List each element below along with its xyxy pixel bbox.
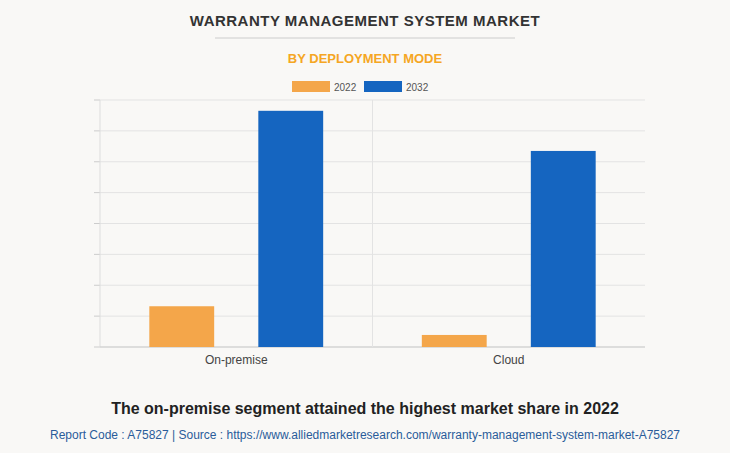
y-tick	[94, 347, 100, 348]
y-tick	[94, 223, 100, 224]
title: WARRANTY MANAGEMENT SYSTEM MARKET	[190, 12, 540, 29]
bar	[422, 335, 487, 347]
x-tick-label: On-premise	[205, 353, 268, 367]
caption: The on-premise segment attained the high…	[111, 400, 619, 417]
grid	[94, 100, 645, 347]
bar	[258, 111, 323, 347]
x-tick-label: Cloud	[493, 353, 524, 367]
y-tick	[94, 192, 100, 193]
legend-entry: 2022	[292, 81, 357, 93]
bar	[531, 151, 596, 347]
title-rule	[215, 38, 515, 39]
bar	[149, 306, 214, 347]
subtitle: BY DEPLOYMENT MODE	[288, 51, 443, 66]
chart: WARRANTY MANAGEMENT SYSTEM MARKET BY DEPL…	[0, 0, 730, 453]
legend-label: 2022	[334, 82, 357, 93]
y-tick	[94, 285, 100, 286]
category-divider	[372, 100, 373, 347]
background	[0, 0, 730, 453]
source: Report Code : A75827 | Source : https://…	[50, 428, 680, 442]
y-tick	[94, 100, 100, 101]
legend-entry: 2032	[364, 81, 429, 93]
y-axis	[100, 100, 101, 347]
y-tick	[94, 161, 100, 162]
y-tick	[94, 130, 100, 131]
legend-label: 2032	[406, 82, 429, 93]
y-tick	[94, 254, 100, 255]
bars	[149, 111, 595, 347]
y-tick	[94, 316, 100, 317]
legend-swatch	[364, 81, 402, 92]
legend-swatch	[292, 81, 330, 92]
